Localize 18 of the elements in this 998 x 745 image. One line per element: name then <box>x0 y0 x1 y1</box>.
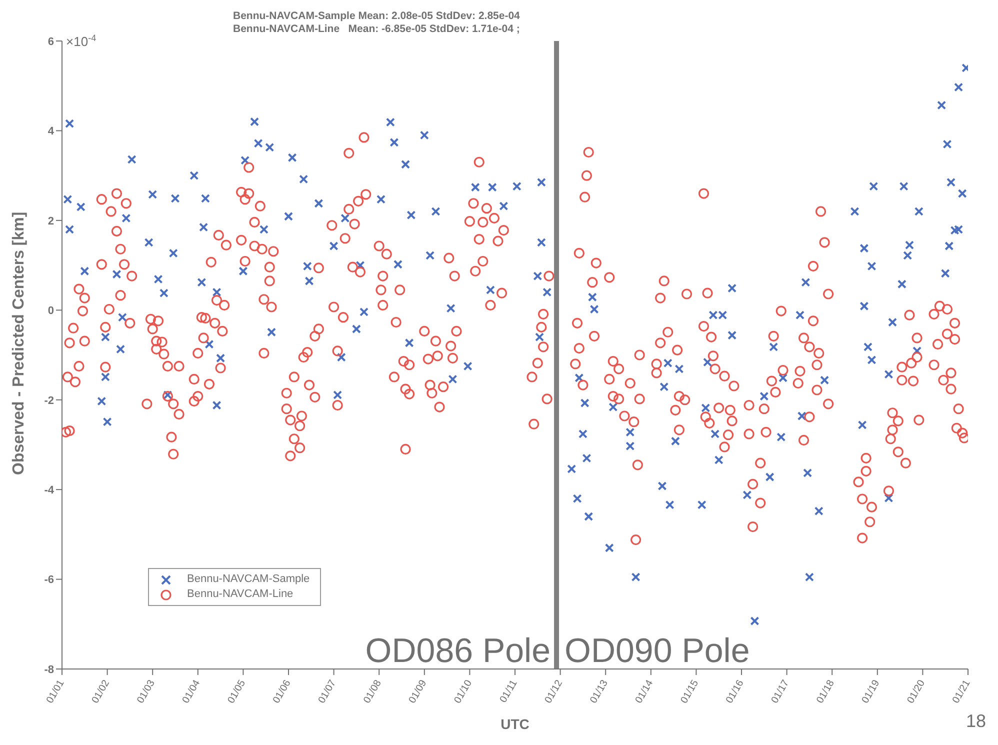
legend-label: Bennu-NAVCAM-Line <box>187 587 294 602</box>
y-tick-label: -6 <box>44 574 54 586</box>
annotation: OD086 Pole <box>365 632 551 670</box>
legend-label: Bennu-NAVCAM-Sample <box>187 572 310 587</box>
y-tick-label: 4 <box>48 126 55 138</box>
annotation: ×10$^{-4}$ <box>66 33 96 49</box>
x-axis-title: UTC <box>500 716 530 732</box>
y-tick-label: -8 <box>44 664 54 676</box>
annotation: OD090 Pole <box>564 632 750 670</box>
y-tick-label: 6 <box>48 36 54 48</box>
y-axis-title: Observed - Predicted Centers [km] <box>10 212 28 475</box>
chart-subtitle: Bennu-NAVCAM-Line Mean: -6.85e-05 StdDev: 1.71e-04 ; <box>233 23 520 36</box>
y-tick-label: -2 <box>44 394 54 407</box>
y-tick-label: 0 <box>48 305 54 318</box>
y-tick-label: 2 <box>48 215 54 228</box>
text: 18 <box>966 711 986 731</box>
chart-title: Bennu-NAVCAM-Sample Mean: 2.08e-05 StdDev: 2.85e-04 <box>233 10 520 23</box>
y-tick-label: -4 <box>44 484 55 496</box>
